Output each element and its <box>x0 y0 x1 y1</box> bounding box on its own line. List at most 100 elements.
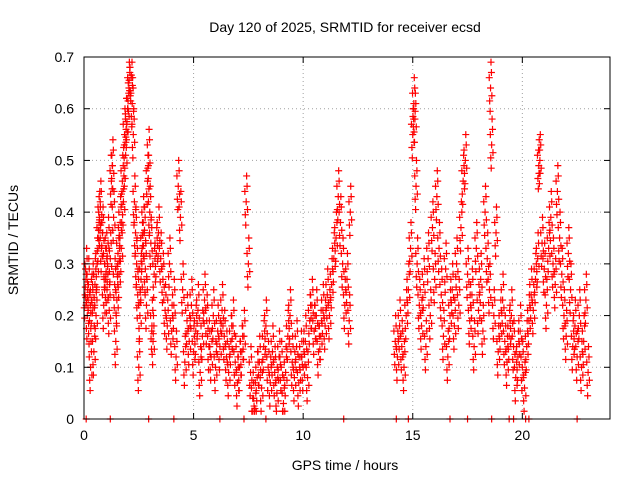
data-point <box>469 332 477 340</box>
data-point <box>92 312 100 320</box>
data-point <box>296 343 304 351</box>
data-point <box>131 250 139 258</box>
data-point <box>477 250 485 258</box>
data-point <box>197 345 205 353</box>
data-point <box>329 278 337 286</box>
data-point <box>85 255 93 263</box>
data-point <box>504 345 512 353</box>
data-point <box>237 361 245 369</box>
data-point <box>418 322 426 330</box>
data-point <box>304 358 312 366</box>
data-point <box>561 345 569 353</box>
data-point <box>408 144 416 151</box>
y-axis-label: SRMTID / TECUs <box>5 185 21 295</box>
data-point <box>158 265 166 273</box>
data-point <box>178 299 186 307</box>
data-point <box>171 286 179 294</box>
data-point <box>425 229 433 237</box>
data-point <box>480 335 488 343</box>
data-point <box>532 244 540 252</box>
data-point <box>155 203 163 211</box>
data-point <box>414 234 422 242</box>
data-point <box>518 363 526 371</box>
data-point <box>149 361 157 369</box>
data-point <box>242 198 250 206</box>
data-point <box>470 366 478 374</box>
data-point <box>88 309 96 317</box>
data-point <box>547 213 555 221</box>
data-point <box>137 275 145 283</box>
data-point <box>245 358 253 366</box>
data-point <box>129 131 137 139</box>
data-point <box>536 156 544 164</box>
data-point <box>268 387 276 395</box>
data-point <box>535 136 543 144</box>
data-point <box>579 361 587 369</box>
data-point <box>548 198 556 206</box>
data-point <box>433 167 441 175</box>
data-point <box>423 350 431 358</box>
data-point <box>531 299 539 307</box>
data-point <box>175 156 183 164</box>
data-point <box>335 208 343 216</box>
data-point <box>489 125 497 133</box>
data-point <box>146 208 154 216</box>
data-point <box>155 213 163 221</box>
data-point <box>413 190 421 198</box>
data-point <box>131 138 139 146</box>
data-point <box>318 340 326 348</box>
data-point <box>411 195 419 203</box>
data-point <box>489 325 497 332</box>
data-point <box>97 177 105 185</box>
data-point <box>453 291 461 299</box>
data-point <box>141 291 149 299</box>
data-point <box>583 381 591 389</box>
data-point <box>211 387 219 395</box>
data-point <box>143 286 151 294</box>
data-point <box>321 345 329 353</box>
data-point <box>230 348 238 356</box>
data-point <box>128 120 136 128</box>
data-point <box>219 322 227 330</box>
data-point <box>212 363 219 371</box>
data-point <box>224 392 232 400</box>
data-point <box>462 131 470 139</box>
data-point <box>410 105 418 113</box>
data-point <box>489 301 497 309</box>
data-point <box>311 325 319 332</box>
data-point <box>554 172 562 180</box>
data-point <box>147 193 155 201</box>
data-point <box>439 345 447 353</box>
data-point <box>432 283 440 291</box>
data-point <box>455 301 463 309</box>
data-point <box>331 247 339 255</box>
data-point <box>252 363 260 371</box>
data-point <box>220 332 228 340</box>
data-point <box>135 335 143 343</box>
data-point <box>548 221 556 229</box>
data-point <box>131 182 139 190</box>
data-point <box>134 387 142 395</box>
data-point <box>211 376 219 384</box>
data-point <box>305 330 313 338</box>
data-point <box>132 281 140 289</box>
data-point <box>233 402 241 410</box>
data-point <box>166 234 174 242</box>
data-point <box>418 270 426 278</box>
data-point <box>412 156 420 164</box>
data-point <box>144 198 152 206</box>
data-point <box>236 337 244 345</box>
data-point <box>488 141 496 149</box>
data-point <box>195 381 203 389</box>
data-point <box>462 260 470 268</box>
data-point <box>552 177 560 185</box>
data-point <box>111 361 119 369</box>
data-point <box>259 366 267 374</box>
data-point <box>464 270 472 278</box>
data-point <box>437 314 445 322</box>
data-point <box>229 322 237 330</box>
data-point <box>500 304 508 312</box>
data-point <box>456 213 464 221</box>
data-point <box>343 275 351 283</box>
data-point <box>556 260 564 268</box>
